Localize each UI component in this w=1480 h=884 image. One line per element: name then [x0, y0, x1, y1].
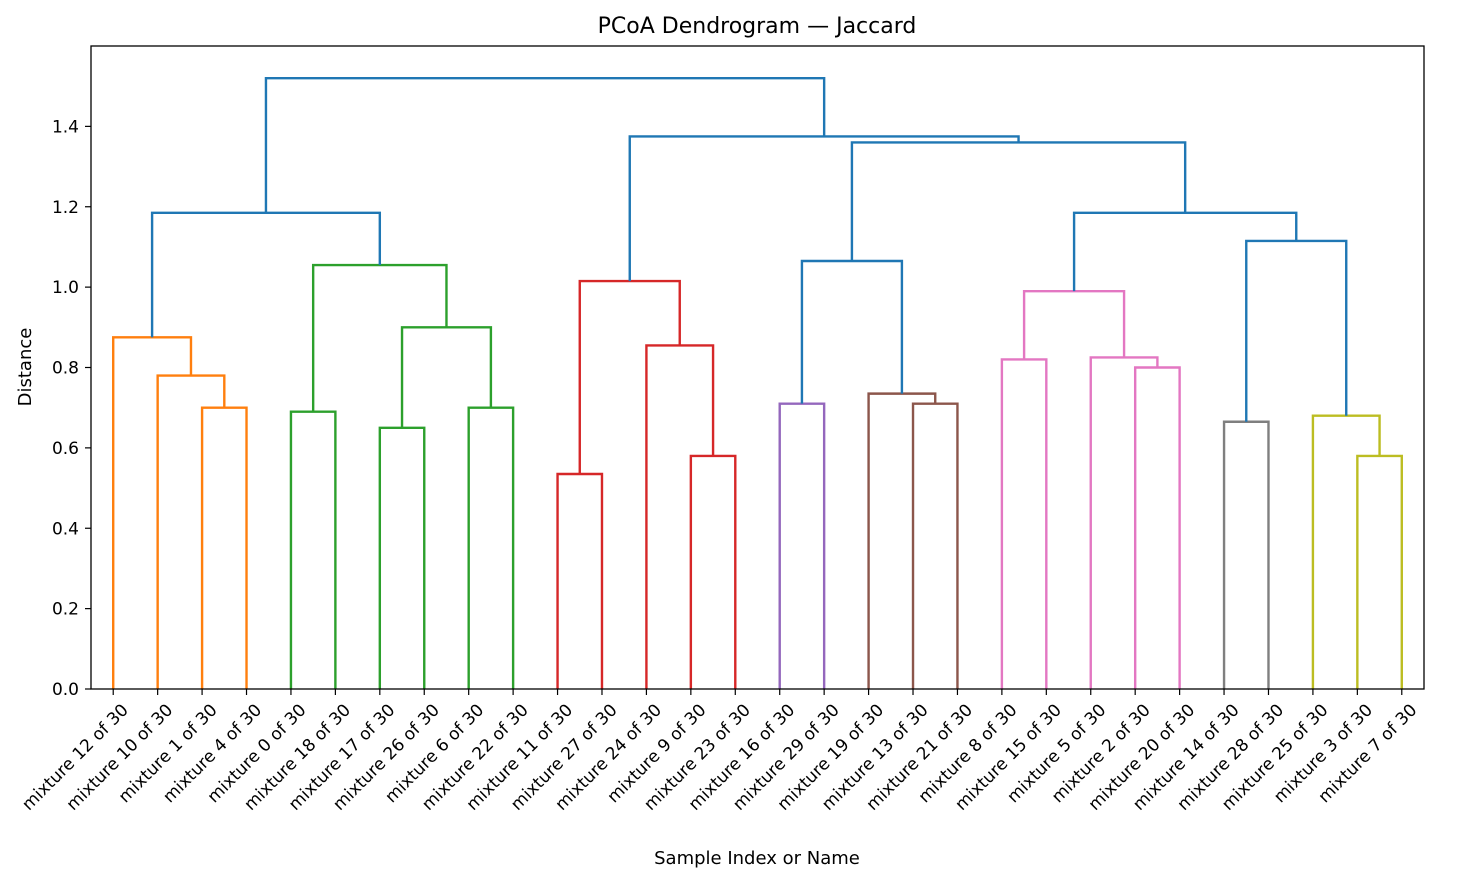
dendrogram-link [1133, 366, 1181, 689]
dendrogram-link [800, 259, 904, 404]
dendrogram-link [1022, 289, 1126, 360]
dendrogram-link [400, 326, 493, 428]
dendrogram-link [1245, 239, 1348, 422]
dendrogram-link [689, 454, 737, 689]
y-axis-label: Distance [15, 328, 36, 407]
dendrogram-link [112, 336, 193, 689]
y-tick-label: 0.8 [52, 359, 79, 379]
chart-title: PCoA Dendrogram — Jaccard [598, 14, 917, 39]
dendrogram-link [867, 392, 937, 689]
dendrogram-link [156, 374, 226, 689]
dendrogram-link [311, 263, 448, 412]
dendrogram-link [1000, 358, 1048, 689]
dendrogram-link [628, 135, 1020, 282]
y-axis: 0.0 0.2 0.4 0.6 0.8 1.0 1.2 1.4 [52, 117, 91, 700]
y-tick-label: 1.0 [52, 278, 79, 298]
y-tick-label: 0.2 [52, 600, 79, 620]
dendrogram-link [1222, 420, 1270, 689]
y-tick-label: 1.2 [52, 198, 79, 218]
dendrogram-link [200, 406, 248, 689]
dendrogram-links [112, 76, 1403, 689]
x-axis-label: Sample Index or Name [654, 848, 860, 869]
dendrogram-link [645, 344, 715, 689]
dendrogram-link [778, 402, 826, 689]
dendrogram-link [850, 141, 1187, 262]
dendrogram-link [150, 211, 382, 338]
dendrogram-link [378, 426, 426, 689]
dendrogram-link [556, 472, 604, 689]
y-tick-label: 0.0 [52, 680, 79, 700]
dendrogram-link [911, 402, 959, 689]
dendrogram-link [1089, 356, 1159, 689]
y-tick-label: 0.6 [52, 439, 79, 459]
y-tick-label: 0.4 [52, 519, 79, 539]
y-tick-label: 1.4 [52, 117, 79, 137]
dendrogram-link [1072, 211, 1298, 292]
dendrogram-link [1356, 454, 1403, 689]
dendrogram-link [578, 279, 681, 474]
dendrogram-link [289, 410, 337, 689]
dendrogram-link [467, 406, 515, 689]
dendrogram-link [264, 76, 826, 213]
